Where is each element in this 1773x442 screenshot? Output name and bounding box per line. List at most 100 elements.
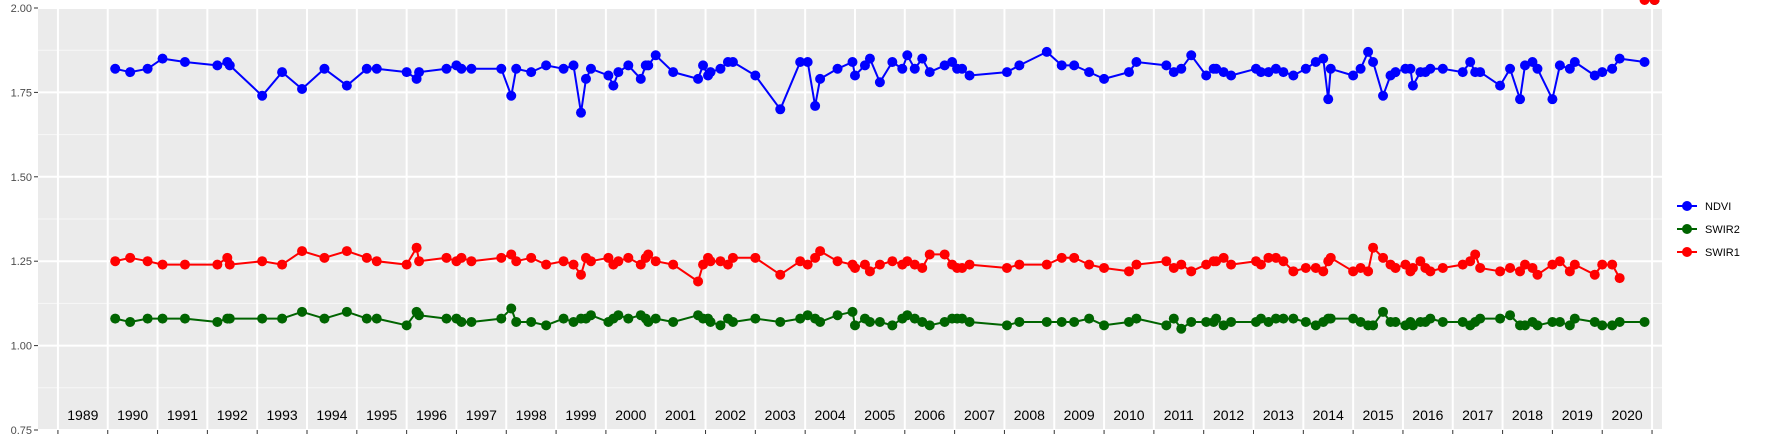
ndvi-point: [319, 63, 330, 74]
ndvi-point: [361, 63, 372, 74]
swir1-point: [466, 256, 477, 267]
swir1-point: [643, 249, 654, 260]
ndvi-point: [179, 57, 190, 68]
ndvi-point: [1378, 90, 1389, 101]
swir1-point: [1161, 256, 1172, 267]
swir2-point: [1263, 316, 1274, 327]
ndvi-point: [157, 53, 168, 64]
swir2-point: [1547, 316, 1558, 327]
swir2-point: [558, 313, 569, 324]
swir1-point: [1278, 256, 1289, 267]
ndvi-point: [1607, 63, 1618, 74]
ndvi-point: [964, 70, 975, 81]
swir2-series: [110, 0, 1660, 334]
swir2-point: [568, 316, 579, 327]
swir2-point: [341, 306, 352, 317]
ndvi-point: [1520, 60, 1531, 71]
swir1-point: [1348, 266, 1359, 277]
swir1-point: [1211, 256, 1222, 267]
ndvi-point: [1270, 63, 1281, 74]
ndvi-point: [795, 57, 806, 68]
swir2-point: [1041, 316, 1052, 327]
ndvi-point: [1278, 67, 1289, 78]
year-label: 2010: [1113, 407, 1144, 423]
swir2-point: [1168, 313, 1179, 324]
year-label: 1997: [466, 407, 497, 423]
ndvi-point: [1131, 57, 1142, 68]
swir1-point: [1300, 262, 1311, 273]
swir2-point: [212, 316, 223, 327]
swir1-point: [110, 256, 121, 267]
y-tick-label: 1.25: [11, 256, 32, 268]
swir2-point: [715, 320, 726, 331]
swir1-point: [558, 256, 569, 267]
year-label: 2016: [1412, 407, 1443, 423]
swir2-point: [157, 313, 168, 324]
swir1-point: [613, 256, 624, 267]
swir1-point: [1457, 259, 1468, 270]
ndvi-point: [341, 80, 352, 91]
year-label: 2013: [1263, 407, 1294, 423]
swir2-point: [1218, 320, 1229, 331]
swir1-point: [179, 259, 190, 270]
swir2-point: [319, 313, 330, 324]
series-layer: [110, 0, 1660, 334]
ndvi-point: [1168, 67, 1179, 78]
swir2-point: [964, 316, 975, 327]
swir2-point: [1176, 323, 1187, 334]
swir2-point: [466, 316, 477, 327]
ndvi-point: [1014, 60, 1025, 71]
ndvi-point: [506, 90, 517, 101]
year-label: 2015: [1362, 407, 1393, 423]
swir1-point: [1639, 0, 1650, 5]
swir1-point: [401, 259, 412, 270]
swir1-point: [1554, 256, 1565, 267]
swir2-point: [506, 303, 517, 314]
swir1-point: [623, 252, 634, 263]
swir1-point: [1176, 259, 1187, 270]
ndvi-point: [650, 50, 661, 61]
ndvi-point: [297, 84, 308, 95]
swir1-point: [874, 259, 885, 270]
swir1-point: [1520, 259, 1531, 270]
swir2-point: [1569, 313, 1580, 324]
swir1-point: [157, 259, 168, 270]
swir2-point: [142, 313, 153, 324]
swir2-point: [1532, 320, 1543, 331]
ndvi-point: [496, 63, 507, 74]
swir2-point: [847, 306, 858, 317]
swir2-point: [613, 310, 624, 321]
year-label: 2020: [1612, 407, 1643, 423]
swir2-point: [874, 316, 885, 327]
y-axis: 0.75 1.00 1.25 1.50 1.75 2.00: [11, 3, 38, 437]
swir2-point: [1614, 316, 1625, 327]
ndvi-point: [1123, 67, 1134, 78]
swir1-point: [668, 259, 679, 270]
ndvi-point: [585, 63, 596, 74]
year-label: 2018: [1512, 407, 1543, 423]
swir1-point: [585, 256, 596, 267]
ndvi-point: [1211, 63, 1222, 74]
swir2-point: [1495, 313, 1506, 324]
ndvi-point: [1547, 94, 1558, 105]
swir1-point: [1407, 262, 1418, 273]
swir1-point: [1226, 259, 1237, 270]
swir1-point: [775, 269, 786, 280]
swir1-point: [1069, 252, 1080, 263]
ndvi-point: [1056, 60, 1067, 71]
swir1-point: [1597, 259, 1608, 270]
swir1-point: [1649, 0, 1660, 5]
ndvi-point: [613, 67, 624, 78]
ndvi-point: [466, 63, 477, 74]
swir2-point: [668, 316, 679, 327]
year-label: 2014: [1313, 407, 1344, 423]
ndvi-point: [371, 63, 382, 74]
swir1-point: [964, 259, 975, 270]
swir1-point: [1390, 262, 1401, 273]
ndvi-point: [897, 63, 908, 74]
year-label: 2019: [1562, 407, 1593, 423]
ndvi-point: [1569, 57, 1580, 68]
swir1-point: [371, 256, 382, 267]
swir2-point: [414, 310, 425, 321]
ndvi-point: [575, 107, 586, 118]
